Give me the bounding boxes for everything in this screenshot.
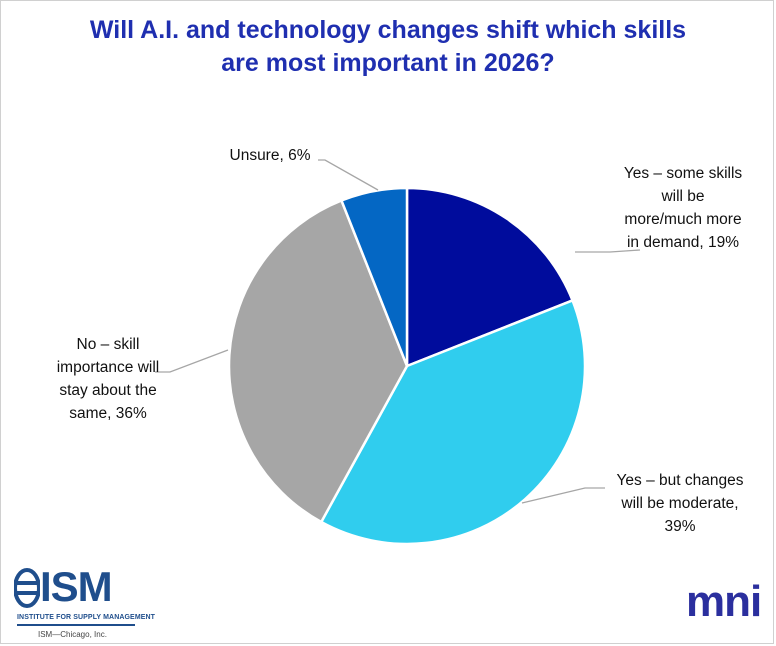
pie-slice-1 [405,186,574,368]
slice-label-2-line-1: Yes – but changes [617,472,744,489]
chart-title-line-1: Will A.I. and technology changes shift w… [89,16,687,44]
pie-slice-4 [340,186,409,368]
pie-slice-3 [227,199,409,524]
slice-label-2: Yes – but changes will be moderate, 39% [617,472,744,535]
chart-title: Will A.I. and technology changes shift w… [0,14,776,80]
slice-label-4: Unsure, 6% [230,147,311,164]
slice-label-1-line-1: Yes – some skills [624,165,743,182]
leader-line-4 [318,159,379,191]
slice-label-3-line-3: stay about the [59,382,156,399]
slice-label-3-line-1: No – skill [77,336,140,353]
ism-logo-text: ISM [40,563,113,610]
pie-slice-2 [320,299,587,546]
mni-logo: mni [686,577,762,626]
ism-logo-rule [17,624,135,626]
chart-title-line-2: are most important in 2026? [221,49,555,77]
slice-label-3-line-4: same, 36% [69,405,147,422]
slice-label-4-line-1: Unsure, 6% [230,147,311,164]
slice-label-1-line-4: in demand, 19% [627,234,739,251]
slice-label-1-line-2: will be [660,188,704,205]
leader-line-3 [155,349,229,373]
slice-label-1-line-3: more/much more [624,211,741,228]
ism-logo-icon [14,568,40,608]
slice-label-3-line-2: importance will [57,359,160,376]
slice-label-3: No – skill importance will stay about the s… [57,336,160,422]
slice-label-1: Yes – some skills will be more/much more in… [624,165,743,251]
leader-line-2 [521,487,605,504]
slice-label-2-line-3: 39% [664,518,695,535]
ism-logo-subtitle: INSTITUTE FOR SUPPLY MANAGEMENT [17,614,156,621]
ism-chapter-text: ISM—Chicago, Inc. [38,630,107,639]
leader-line-1 [575,249,641,253]
slice-label-2-line-2: will be moderate, [620,495,738,512]
